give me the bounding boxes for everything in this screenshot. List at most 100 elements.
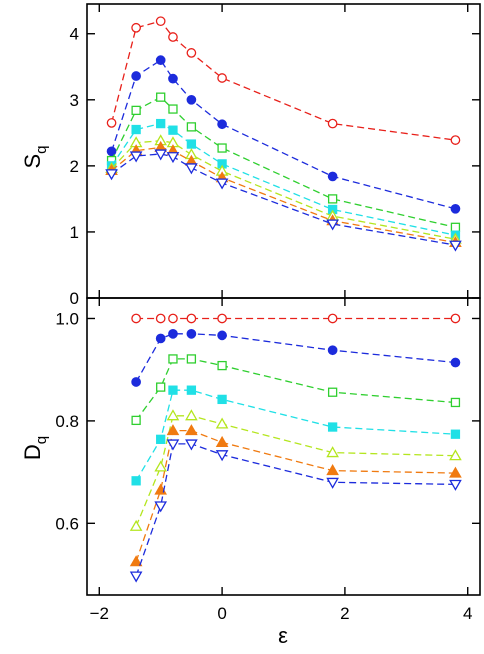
panel-dq-series-5-point	[129, 519, 143, 531]
panel-dq-series-3-point	[168, 354, 178, 364]
panel-dq-series-7-line	[135, 443, 456, 577]
panel-dq-series-6-point	[129, 555, 143, 567]
panel-dq-y-tick-label: 0.8	[55, 412, 79, 431]
panel-dq: −2 0 2 4 0.6 0.8 1.0 Dq ε	[20, 297, 481, 648]
panel-dq-series-6-point	[326, 464, 339, 476]
panel-sq-series-1-point	[168, 32, 178, 42]
panel-dq-series-4-point	[168, 385, 178, 395]
panel-dq-y-axis-label-sub: q	[33, 436, 50, 444]
panel-dq-series-1-point	[155, 313, 166, 324]
panel-sq-series-2-line	[110, 59, 456, 210]
panel-dq-series-6-line	[135, 429, 456, 562]
panel-sq-series	[105, 16, 462, 252]
panel-sq-y-axis-label-main: S	[20, 154, 45, 169]
panel-sq-ticks	[87, 4, 480, 299]
panel-sq-series-1-point	[155, 16, 166, 27]
panel-sq-tick-labels: 0 1 2 3 4	[70, 25, 79, 308]
panel-dq-series-1-point	[217, 313, 227, 324]
panel-dq-series-7-point	[154, 501, 168, 513]
panel-sq-series-7-line	[111, 153, 456, 246]
panel-sq-y-tick-label: 0	[70, 289, 79, 308]
panel-dq-series-5-line	[135, 415, 456, 527]
panel-sq-y-axis-label: Sq	[20, 145, 50, 168]
panel-sq-series-2	[106, 55, 461, 214]
panel-sq-series-1-point	[450, 135, 461, 145]
panel-dq-series-3-point	[156, 382, 166, 392]
panel-dq-series-2-line	[135, 333, 456, 383]
panel-dq-series-1-point	[186, 313, 197, 324]
panel-dq-series-1-point	[168, 313, 178, 324]
panel-sq-series-2-point	[186, 94, 197, 105]
panel-sq-series-3-point	[217, 143, 227, 153]
panel-dq-series-2-point	[217, 330, 227, 341]
panel-dq-series-1	[131, 313, 461, 324]
panel-dq-ticks	[87, 298, 480, 595]
panel-dq-series-6-point	[449, 466, 462, 478]
panel-dq-series-7-point	[326, 477, 339, 489]
panel-dq-series-1-point	[450, 313, 461, 324]
panel-sq-series-1-point	[327, 118, 338, 129]
panel-sq-series-3-line	[111, 96, 456, 228]
panel-dq-series-3-point	[327, 387, 338, 397]
panel-sq-series-3-point	[186, 122, 197, 132]
panel-dq-series-4-point	[217, 394, 227, 405]
panel-sq-series-3-point	[168, 104, 178, 114]
panel-sq-y-tick-label: 3	[70, 91, 79, 110]
panel-dq-series-6-point	[166, 424, 180, 436]
panel-dq-series-7-point	[166, 439, 180, 451]
panel-sq-frame	[86, 3, 481, 299]
panel-sq-series-4-point	[131, 124, 141, 135]
panel-sq-y-tick-label: 2	[70, 157, 79, 176]
panel-dq-x-tick-label: 0	[217, 604, 226, 623]
panel-dq-series-5-point	[154, 460, 168, 472]
panel-dq-series-4-line	[135, 389, 456, 482]
panel-sq-series-7-point	[166, 152, 180, 164]
panel-sq-series-2-point	[106, 146, 117, 157]
panel-sq-y-tick-label: 4	[70, 25, 79, 44]
panel-dq-series-7-point	[129, 571, 143, 583]
panel-dq-series-5-point	[449, 449, 462, 461]
panel-dq-series-7-point	[215, 450, 229, 462]
panel-dq-x-tick-label: −2	[90, 604, 109, 623]
panel-dq-series-7-point	[449, 479, 462, 491]
panel-sq-series-1-point	[106, 118, 117, 128]
panel-sq-series-7-point	[185, 163, 198, 175]
panel-dq-series-6-point	[215, 435, 229, 447]
panel-dq-series-3-point	[217, 360, 227, 371]
panel-sq-series-7-point	[449, 240, 462, 252]
panel-dq-series-7-point	[185, 439, 198, 451]
panel-sq-series-7-point	[105, 169, 118, 181]
panel-sq-series-2-point	[450, 203, 461, 214]
panel-dq-series-3-line	[135, 358, 456, 421]
panel-sq-series-1-point	[186, 48, 197, 58]
panel-dq-series-6	[129, 424, 462, 567]
panel-dq-series-6-point	[185, 424, 198, 436]
panel-sq-series-2-point	[131, 71, 141, 81]
panel-sq-series-7-point	[129, 151, 143, 163]
panel-dq-series-4-point	[327, 422, 338, 432]
panel-sq-series-4-point	[156, 118, 166, 129]
panel-dq-series-3	[131, 354, 461, 426]
panel-dq-series-5	[129, 409, 462, 531]
panel-sq-y-axis-label-sub: q	[33, 145, 50, 153]
panel-sq-series-4-point	[168, 125, 178, 135]
panel-dq-tick-labels: −2 0 2 4 0.6 0.8 1.0	[55, 309, 472, 623]
panel-sq-series-7-point	[326, 219, 339, 231]
panel-sq-series-3-point	[156, 92, 166, 102]
panel-dq-series-2	[131, 328, 461, 387]
panel-dq-y-axis-label-main: D	[20, 444, 45, 460]
panel-dq-series-2-point	[186, 328, 197, 339]
panel-sq-series-1	[106, 16, 461, 145]
panel-dq-series-5-point	[215, 417, 229, 429]
panel-dq-series-5-point	[326, 446, 339, 458]
panel-dq-y-axis-label: Dq	[20, 436, 50, 460]
panel-sq: 0 1 2 3 4 Sq	[20, 3, 481, 308]
panel-sq-series-4-point	[186, 139, 197, 149]
panel-dq-series-2-point	[450, 357, 461, 368]
panel-sq-series-1-point	[217, 73, 227, 83]
panel-dq-series-4	[131, 385, 461, 486]
panel-dq-series-4-point	[131, 476, 141, 486]
panel-dq-series-2-point	[155, 333, 166, 344]
panel-sq-series-7-point	[215, 178, 229, 190]
